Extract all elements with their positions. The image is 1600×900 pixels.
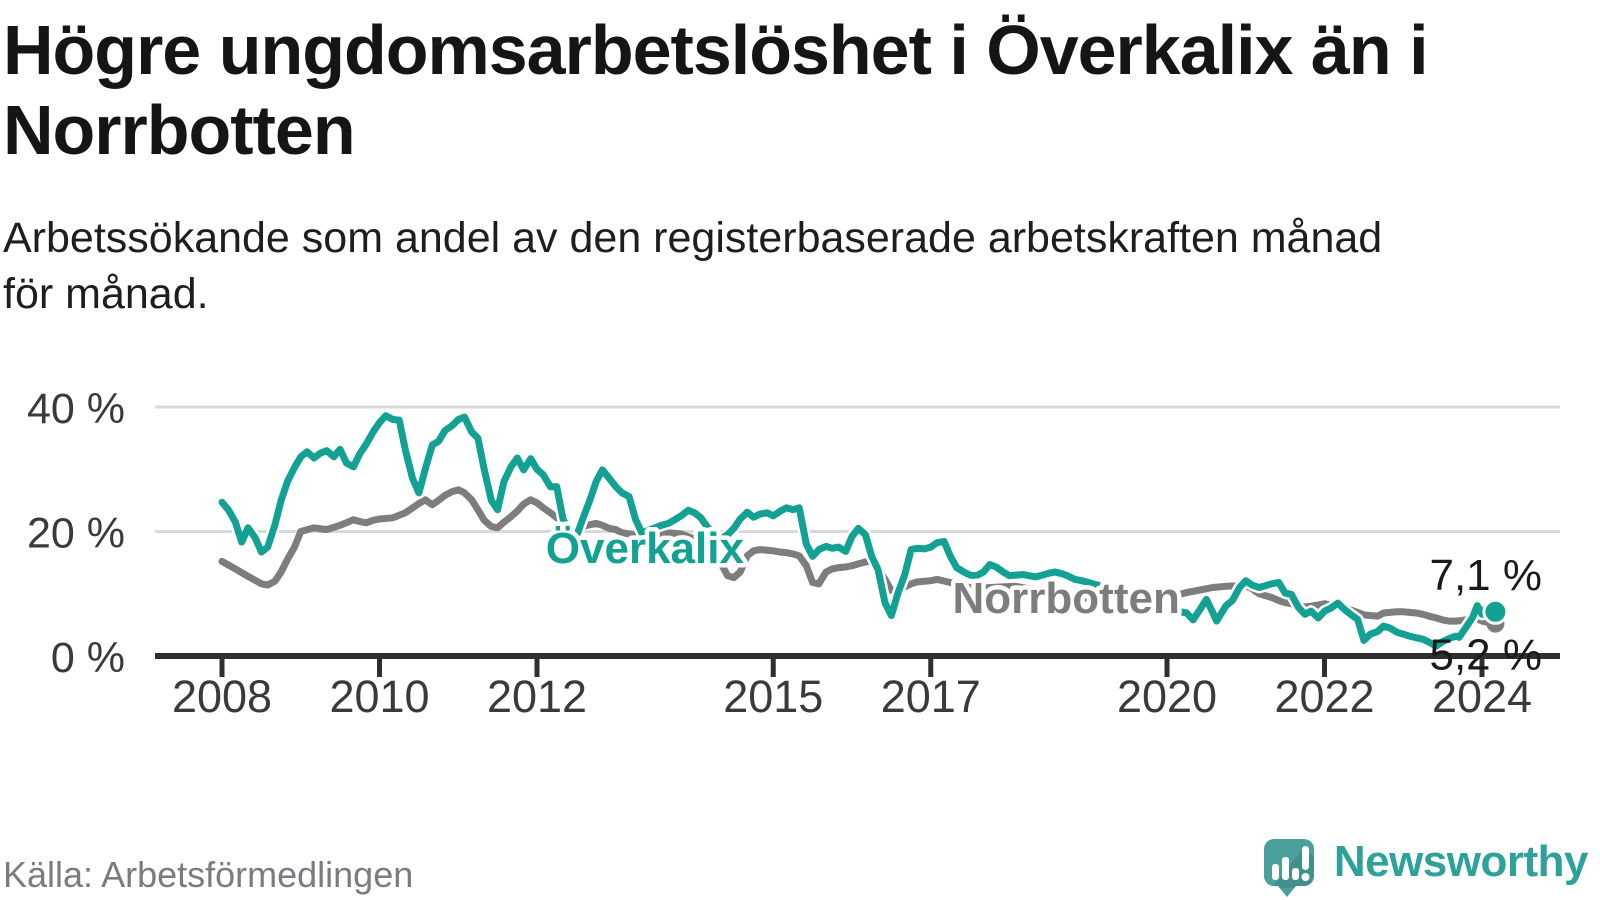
overkalix-end-dot	[1482, 598, 1509, 625]
chart-subtitle: Arbetssökande som andel av den registerb…	[3, 210, 1563, 322]
series-line-overkalix	[218, 412, 1499, 650]
page-title: Högre ungdomsarbetslöshet i Överkalix än…	[3, 10, 1563, 170]
series-line-norrbotten	[218, 486, 1499, 628]
x-tick-label-2008: 2008	[172, 671, 272, 722]
source-note: Källa: Arbetsförmedlingen	[3, 854, 414, 895]
title-line-2: Norrbotten	[3, 91, 356, 169]
x-tick-label-2024: 2024	[1432, 671, 1532, 722]
series-label-norrbotten: Norrbotten	[953, 574, 1180, 623]
subtitle-line-1: Arbetssökande som andel av den registerb…	[3, 214, 1383, 262]
subtitle-line-2: för månad.	[3, 270, 209, 318]
series-label-verkalix: Överkalix	[546, 524, 745, 573]
newsworthy-brand: Newsworthy	[1261, 820, 1589, 900]
x-tick-label-2012: 2012	[487, 671, 587, 722]
newsworthy-logo-icon	[1263, 839, 1314, 897]
x-tick-label-2010: 2010	[329, 671, 429, 722]
norrbotten-end-value-label: 5,2 %	[1429, 631, 1542, 680]
x-tick-label-2015: 2015	[723, 671, 823, 722]
title-line-1: Högre ungdomsarbetslöshet i Överkalix än…	[3, 11, 1429, 89]
y-tick-label-40: 40 %	[27, 385, 125, 433]
x-tick-label-2020: 2020	[1117, 671, 1217, 722]
y-tick-label-0: 0 %	[51, 634, 125, 682]
x-tick-label-2022: 2022	[1274, 671, 1374, 722]
overkalix-end-value-label: 7,1 %	[1429, 551, 1542, 600]
x-tick-label-2017: 2017	[881, 671, 981, 722]
y-tick-label-20: 20 %	[27, 510, 125, 558]
newsworthy-wordmark: Newsworthy	[1333, 837, 1589, 886]
